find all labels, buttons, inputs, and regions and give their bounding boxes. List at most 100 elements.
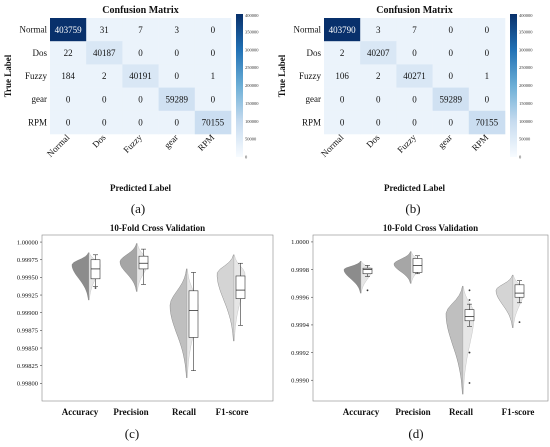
cm-cell — [158, 41, 196, 65]
x-category-label: Recall — [172, 407, 196, 417]
y-tick-label: 0.99850 — [17, 345, 38, 352]
violin-left-half — [169, 268, 188, 378]
cm-cell — [86, 41, 123, 65]
cm-row-label: gear — [306, 94, 322, 104]
cm-cell-value: 0 — [66, 94, 71, 104]
box-body — [235, 275, 246, 299]
cm-cell-value: 7 — [412, 25, 417, 35]
x-category-label: F1-score — [216, 407, 249, 417]
cm-cell-value: 0 — [138, 94, 143, 104]
cm-ylabel: True Label — [3, 54, 13, 97]
y-tick-label: 0.99950 — [17, 275, 38, 282]
colorbar — [510, 14, 517, 157]
cm-cell — [86, 87, 123, 112]
cm-row-label: Dos — [32, 48, 47, 58]
colorbar-tick: 300000 — [519, 47, 533, 52]
y-tick-label: 0.99900 — [17, 310, 38, 317]
cm-cell — [50, 41, 87, 65]
cm-cell-value: 0 — [485, 25, 490, 35]
cm-cell — [50, 110, 87, 135]
cm-cell-value: 0 — [66, 118, 71, 128]
cm-cell-value: 0 — [448, 118, 453, 128]
violin-left-half — [445, 285, 464, 395]
cm-cell — [122, 64, 159, 88]
cm-col-label: RPM — [470, 132, 491, 153]
cm-row-label: Fuzzy — [299, 71, 321, 81]
cm-col-label: Fuzzy — [121, 132, 144, 155]
colorbar-tick: 200000 — [245, 83, 259, 88]
cm-cell-value: 0 — [138, 48, 143, 58]
violin-left-half — [393, 251, 412, 284]
cm-col-label: Fuzzy — [395, 132, 418, 155]
cm-cell-value: 40191 — [129, 71, 152, 81]
cm-cell — [324, 87, 361, 112]
colorbar-tick: 150000 — [245, 101, 259, 106]
x-category-label: Accuracy — [343, 407, 380, 417]
cm-row-label: Normal — [294, 25, 322, 35]
cm-cell-value: 2 — [102, 71, 107, 81]
y-tick-label: 0.99925 — [17, 292, 38, 299]
y-tick-label: 0.9996 — [291, 295, 310, 302]
cm-cell — [86, 64, 123, 88]
cm-cell — [432, 41, 470, 65]
cm-cell-value: 0 — [412, 48, 417, 58]
cm-cell — [324, 64, 361, 88]
colorbar — [236, 14, 243, 157]
cm-cell-value: 403790 — [329, 25, 357, 35]
cm-cell — [360, 64, 397, 88]
cm-col-label: Dos — [364, 132, 382, 150]
cm-cell-value: 0 — [376, 118, 381, 128]
y-tick-label: 0.99875 — [17, 328, 38, 335]
cm-cell — [360, 110, 397, 135]
box-flier — [468, 382, 471, 384]
violin-left-half — [71, 252, 90, 301]
cm-row-label: RPM — [28, 117, 47, 127]
colorbar-tick: 250000 — [519, 65, 533, 70]
box-body — [514, 284, 525, 298]
cm-cell — [468, 64, 506, 88]
cm-cell — [432, 18, 470, 42]
cm-title: Confusion Matrix — [102, 5, 178, 16]
cm-cell-value: 0 — [102, 118, 107, 128]
box-body — [188, 290, 199, 338]
cm-cell-value: 3 — [376, 25, 381, 35]
y-tick-label: 0.99975 — [17, 257, 38, 264]
y-tick-label: 0.99800 — [17, 381, 38, 388]
cm-cell-value: 0 — [340, 94, 345, 104]
cm-cell-value: 0 — [174, 48, 179, 58]
cm-cell — [432, 64, 470, 88]
cm-cell — [396, 18, 433, 42]
cm-cell-value: 59289 — [165, 94, 188, 104]
cm-cell — [158, 110, 196, 135]
cm-ylabel: True Label — [277, 54, 287, 97]
cm-cell-value: 0 — [138, 118, 143, 128]
cm-cell — [396, 64, 433, 88]
cm-row-label: Dos — [306, 48, 321, 58]
cm-cell — [396, 110, 433, 135]
cm-cell — [122, 87, 159, 112]
cm-cell-value: 0 — [412, 94, 417, 104]
cm-cell — [432, 110, 470, 135]
violin-left-half — [119, 243, 138, 292]
cm-cell — [50, 87, 87, 112]
cm-cell — [432, 87, 470, 112]
cm-cell-value: 0 — [376, 94, 381, 104]
cm-cell-value: 0 — [211, 94, 216, 104]
cm-cell — [158, 64, 196, 88]
cm-cell-value: 0 — [174, 71, 179, 81]
violin-title: 10-Fold Cross Validation — [383, 223, 478, 233]
violin-right-half — [462, 285, 475, 395]
cm-col-label: Normal — [319, 132, 346, 159]
cm-cell-value: 1 — [211, 71, 216, 81]
cm-cell-value: 40187 — [93, 48, 116, 58]
cm-cell-value: 0 — [485, 48, 490, 58]
colorbar-tick: 0 — [519, 155, 522, 160]
box-flier — [468, 351, 471, 354]
x-category-label: Accuracy — [62, 407, 99, 417]
cm-col-label: gear — [436, 132, 454, 150]
box-body — [138, 255, 149, 270]
box-flier — [468, 299, 471, 301]
y-tick-label: 0.9994 — [291, 322, 310, 329]
y-tick-label: 1.0000 — [291, 239, 309, 246]
panel-label: (d) — [408, 426, 423, 441]
